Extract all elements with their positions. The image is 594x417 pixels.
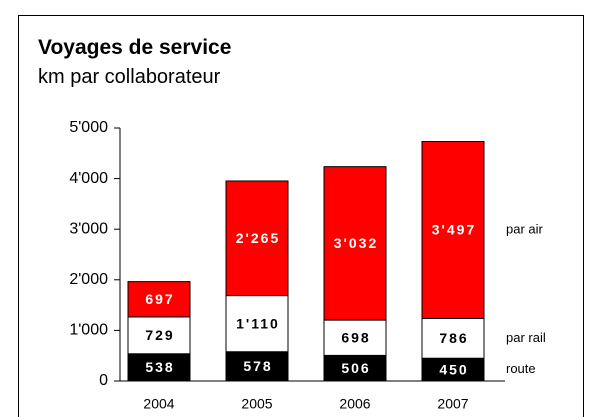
bar-segment — [127, 281, 191, 318]
legend-label: par rail — [506, 330, 546, 345]
value-label: 578 — [243, 358, 272, 374]
x-tick-label: 2005 — [241, 396, 272, 412]
bar-segment — [323, 319, 387, 356]
value-label: 506 — [341, 360, 370, 376]
bar-segment — [421, 141, 485, 319]
bar-segment — [323, 354, 387, 382]
bar-segment — [225, 180, 289, 297]
chart-subtitle: km par collaborateur — [38, 66, 221, 88]
frame — [18, 15, 584, 417]
bar-segment — [127, 353, 191, 382]
value-label: 3'032 — [334, 235, 378, 251]
y-tick-label: 0 — [99, 372, 108, 389]
y-tick-label: 4'000 — [69, 170, 108, 187]
legend-label: par air — [506, 221, 544, 236]
bar-segment — [421, 317, 485, 359]
y-tick-label: 1'000 — [69, 322, 108, 339]
value-label: 450 — [439, 361, 468, 377]
value-label: 538 — [145, 359, 174, 375]
x-tick-label: 2004 — [143, 396, 174, 412]
value-label: 786 — [439, 330, 468, 346]
y-tick-label: 5'000 — [69, 119, 108, 136]
value-label: 3'497 — [432, 222, 476, 238]
value-label: 729 — [145, 327, 174, 343]
x-tick-label: 2007 — [437, 396, 468, 412]
y-tick-label: 2'000 — [69, 271, 108, 288]
bar-segment — [323, 166, 387, 321]
y-tick-label: 3'000 — [69, 220, 108, 237]
chart-title: Voyages de service — [38, 36, 231, 59]
value-label: 697 — [145, 291, 174, 307]
x-tick-label: 2006 — [339, 396, 370, 412]
bar-segment — [225, 295, 289, 353]
legend-label: route — [506, 361, 536, 376]
value-label: 2'265 — [236, 230, 280, 246]
value-label: 698 — [341, 329, 370, 345]
value-label: 1'110 — [236, 315, 280, 331]
